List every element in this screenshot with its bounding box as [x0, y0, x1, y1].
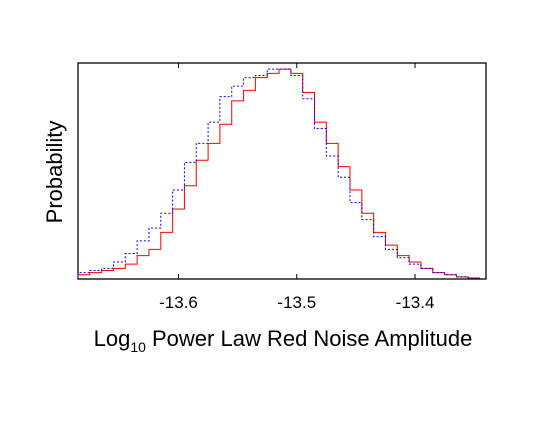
- x-tick-label: -13.5: [277, 293, 316, 312]
- x-axis-label: Log10 Power Law Red Noise Amplitude: [94, 326, 473, 355]
- x-axis-label-main: Log: [94, 326, 131, 351]
- histogram-series-0: [77, 68, 481, 279]
- x-axis-label-subscript: 10: [130, 339, 146, 355]
- y-axis-label: Probability: [42, 121, 67, 224]
- x-axis-label-rest: Power Law Red Noise Amplitude: [146, 326, 473, 351]
- x-axis-ticks: -13.6 -13.5 -13.4: [159, 63, 434, 312]
- histogram-series-1: [77, 68, 481, 279]
- plot-frame: [77, 62, 487, 280]
- x-tick-label: -13.6: [159, 293, 198, 312]
- series-layer: [77, 68, 481, 279]
- x-tick-label: -13.4: [396, 293, 435, 312]
